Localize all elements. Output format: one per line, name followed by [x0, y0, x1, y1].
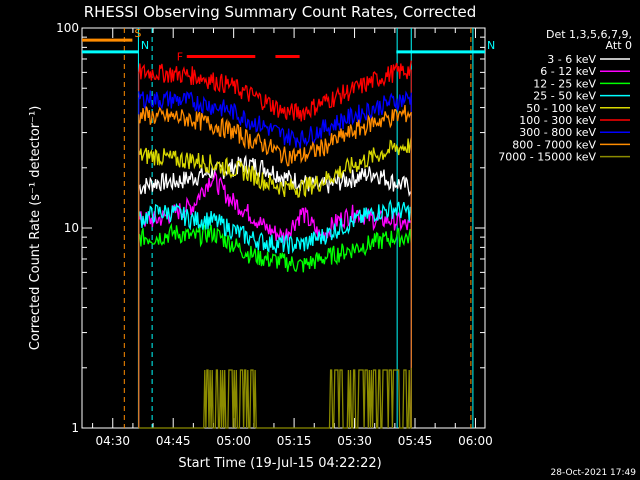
series-line: [138, 199, 412, 254]
x-tick-label: 05:30: [337, 434, 372, 448]
y-tick-label: 10: [64, 221, 79, 235]
legend-entry-label: 50 - 100 keV: [526, 102, 596, 115]
legend-entry-label: 25 - 50 keV: [533, 90, 596, 103]
y-tick-label: 1: [71, 421, 79, 435]
series-line: [138, 104, 412, 167]
y-axis-label: Corrected Count Rate (s⁻¹ detector⁻¹): [28, 106, 43, 351]
legend-entry-label: 6 - 12 keV: [540, 65, 596, 78]
series-line: [138, 89, 412, 149]
legend-entry-label: 3 - 6 keV: [547, 53, 596, 66]
x-tick-label: 05:15: [277, 434, 312, 448]
x-tick-label: 05:45: [398, 434, 433, 448]
x-axis-label: Start Time (19-Jul-15 04:22:22): [178, 456, 381, 471]
annotation-label: N: [487, 39, 495, 52]
legend-header: Att 0: [606, 39, 632, 52]
footer-date: 28-Oct-2021 17:49: [551, 468, 637, 478]
legend-entry-label: 100 - 300 keV: [519, 114, 596, 127]
x-tick-label: 04:45: [156, 434, 191, 448]
legend-entry-label: 300 - 800 keV: [519, 126, 596, 139]
series-line: [138, 369, 412, 429]
annotation-label: N: [141, 39, 149, 52]
x-tick-label: 04:30: [95, 434, 130, 448]
series-line: [138, 154, 412, 198]
series-line: [138, 60, 412, 122]
annotation-label: S: [134, 27, 141, 40]
y-tick-label: 100: [56, 21, 79, 35]
chart-title: RHESSI Observing Summary Count Rates, Co…: [84, 3, 477, 21]
series-line: [138, 222, 412, 273]
x-tick-label: 05:00: [216, 434, 251, 448]
legend-header: Det 1,3,5,6,7,9,: [546, 28, 632, 41]
legend-entry-label: 7000 - 15000 keV: [498, 151, 596, 164]
legend-entry-label: 12 - 25 keV: [533, 77, 596, 90]
legend-entry-label: 800 - 7000 keV: [512, 138, 596, 151]
x-tick-label: 06:00: [458, 434, 493, 448]
series-line: [138, 136, 412, 198]
annotation-label: F: [177, 51, 183, 64]
plot-area: 1 10 100 04:30 04:45 05:00 05:15 05:30 05:45 06:0…: [56, 21, 495, 448]
